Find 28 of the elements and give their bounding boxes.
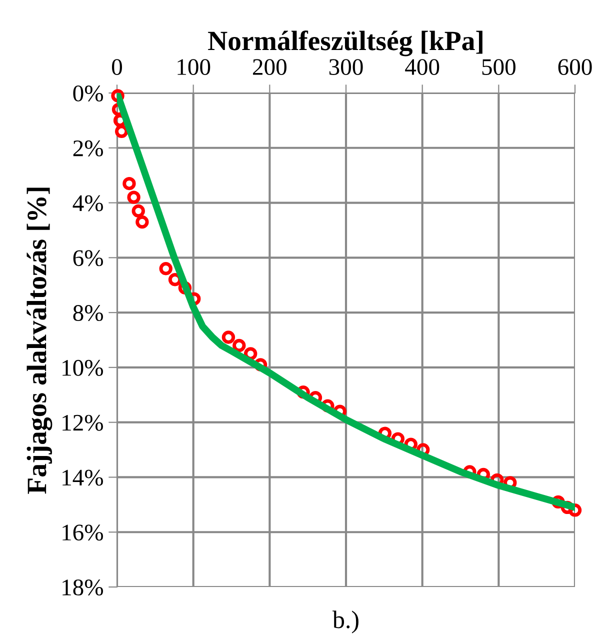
y-tick-label: 18% (62, 579, 103, 596)
y-tick-label: 4% (72, 195, 103, 212)
point (232, 338, 246, 352)
point (114, 124, 128, 138)
y-tick-label: 10% (62, 360, 103, 376)
point (132, 204, 145, 218)
y-tick-label: 16% (62, 524, 103, 541)
y-tick-label: 2% (73, 140, 103, 156)
point (127, 190, 140, 204)
text: b.) (332, 610, 358, 634)
point (159, 262, 172, 276)
y-tick-label: 6% (73, 250, 103, 266)
x-tick-label: 300 (329, 59, 363, 76)
point (122, 176, 136, 190)
y-tick-label: 0% (73, 85, 103, 102)
x-tick-label: 100 (178, 59, 210, 76)
x-axis-title: Normálfeszültség [kPa] (208, 30, 482, 56)
x-tick-label: 400 (405, 59, 440, 76)
x-tick-label: 200 (252, 59, 286, 76)
point (222, 330, 236, 344)
x-tick-label: 500 (482, 59, 516, 76)
y-tick-label: 14% (62, 470, 103, 486)
x-tick-label: 0 (112, 59, 122, 76)
y-tick-label: 8% (73, 305, 103, 322)
y-axis-title: Fajjagos alakváltozás [%] (26, 188, 52, 494)
point (136, 215, 149, 229)
x-tick-label: 600 (558, 59, 592, 76)
y-tick-label: 12% (62, 414, 103, 431)
